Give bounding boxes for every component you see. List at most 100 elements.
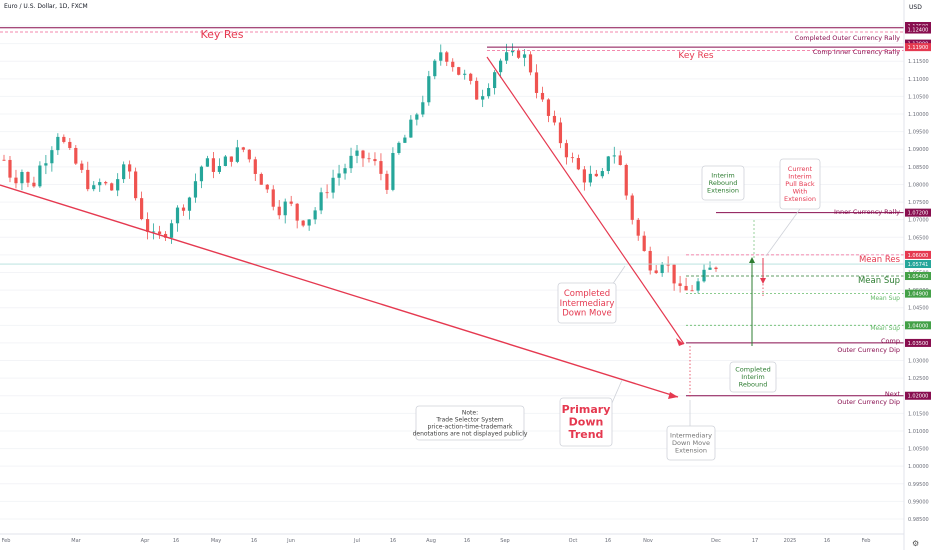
candle-body xyxy=(481,96,485,100)
candle-body xyxy=(247,149,251,160)
x-tick-label: Aug xyxy=(426,538,436,544)
price-badge xyxy=(905,250,931,259)
current-pullback-callout-text: Current xyxy=(788,165,813,173)
candle-body xyxy=(624,164,628,196)
x-tick-label: Jun xyxy=(286,538,295,544)
candle-body xyxy=(199,166,204,182)
candle-body xyxy=(259,173,263,185)
candle-body xyxy=(433,60,437,77)
price-badge-label: 1.06000 xyxy=(908,253,929,259)
price-badge-label: 1.11900 xyxy=(908,45,929,51)
candle-body xyxy=(528,54,533,73)
candle-body xyxy=(690,290,694,292)
key-res-label: Key Res xyxy=(200,28,243,41)
note-callout-text: denotations are not displayed publicly xyxy=(413,430,528,437)
price-badge-label: 1.02000 xyxy=(908,394,929,400)
candle-body xyxy=(451,61,455,68)
primary-callout-text: Primary xyxy=(562,403,611,416)
candle-body xyxy=(355,150,359,156)
primary-trend-line xyxy=(0,184,679,398)
gear-icon[interactable]: ⚙ xyxy=(912,539,920,548)
candle-body xyxy=(708,267,712,270)
candle-body xyxy=(672,264,676,284)
y-tick-label: 1.07000 xyxy=(908,218,929,224)
candle-body xyxy=(181,207,186,211)
candle-body xyxy=(32,182,36,187)
y-tick-label: 1.01000 xyxy=(908,429,929,435)
candle-body xyxy=(169,223,174,238)
candle-body xyxy=(151,231,156,233)
candle-body xyxy=(397,142,401,153)
candle-body xyxy=(588,173,592,183)
candle-body xyxy=(26,171,30,183)
completed-interim-callout-text: Rebound xyxy=(739,381,768,389)
price-badge xyxy=(905,25,931,34)
note-callout-box xyxy=(415,405,525,441)
candle-body xyxy=(439,52,443,61)
x-tick-label: 2025 xyxy=(784,538,797,544)
candle-body xyxy=(187,197,192,211)
candle-body xyxy=(457,67,461,75)
level-label: Inner Currency Rally xyxy=(834,208,900,216)
current-pullback-callout-text: With xyxy=(793,188,808,196)
arrow-head xyxy=(668,392,678,399)
current-pullback-callout-text: Extension xyxy=(784,195,816,203)
candle-body xyxy=(403,137,407,143)
candle-body xyxy=(493,72,497,89)
candle-body xyxy=(594,173,598,177)
price-badge-label: 1.12400 xyxy=(908,28,929,34)
candle-body xyxy=(642,235,646,251)
note-callout-text: Trade Selector System xyxy=(435,417,503,424)
candle-body xyxy=(319,192,323,211)
candle-body xyxy=(516,50,521,58)
candle-body xyxy=(636,219,640,236)
candle-body xyxy=(696,281,700,291)
candle-body xyxy=(343,168,347,174)
y-tick-label: 0.99000 xyxy=(908,499,929,505)
candle-body xyxy=(211,158,216,172)
completed-intermediary-callout-text: Down Move xyxy=(562,309,612,319)
candle-body xyxy=(325,192,329,194)
intermediary-ext-callout-text: Extension xyxy=(675,447,707,455)
candle-body xyxy=(630,195,634,220)
intermediary-ext-callout-text: Down Move xyxy=(672,439,710,447)
completed-intermediary-callout-text: Completed xyxy=(564,289,610,299)
level-label: Next xyxy=(885,390,901,398)
candle-body xyxy=(122,164,126,180)
intermediary-trend-line xyxy=(486,56,685,345)
candle-body xyxy=(331,177,335,193)
note-callout-text: price-action-time-trademark xyxy=(428,423,513,430)
arrow-head xyxy=(749,257,755,263)
level-label: Mean Sup xyxy=(870,295,900,302)
candle-body xyxy=(2,159,6,161)
candle-body xyxy=(14,177,18,184)
candle-body xyxy=(510,50,515,53)
candle-body xyxy=(421,102,425,115)
x-tick-label: 16 xyxy=(605,538,611,544)
candle-body xyxy=(241,147,245,150)
y-tick-label: 1.02500 xyxy=(908,376,929,382)
candle-body xyxy=(475,80,479,100)
completed-interim-callout-text: Interim xyxy=(741,373,764,381)
candle-body xyxy=(265,184,269,190)
x-tick-label: Jul xyxy=(353,538,360,544)
level-label: Completed Outer Currency Rally xyxy=(795,34,900,42)
y-tick-label: 1.10500 xyxy=(908,94,929,100)
grid-lines xyxy=(0,25,904,520)
level-label: Mean Sup xyxy=(870,325,900,332)
candle-body xyxy=(110,183,114,191)
candle-body xyxy=(295,203,299,221)
candle-body xyxy=(499,60,503,73)
price-badge xyxy=(905,338,931,347)
x-tick-label: Nov xyxy=(643,538,653,544)
level-label: Comp Inner Currency Rally xyxy=(813,48,900,56)
overlays: Key Res Key Res Completed Outer Currency R… xyxy=(0,27,904,461)
candle-body xyxy=(301,220,305,226)
x-tick-label: Feb xyxy=(862,538,871,544)
callout-pointer xyxy=(765,208,801,257)
price-badges: 1.125001.124001.120001.119001.072001.060… xyxy=(905,22,931,400)
candle-body xyxy=(409,119,413,138)
price-badge xyxy=(905,321,931,330)
interim-rebound-ext-callout-box xyxy=(701,165,745,201)
